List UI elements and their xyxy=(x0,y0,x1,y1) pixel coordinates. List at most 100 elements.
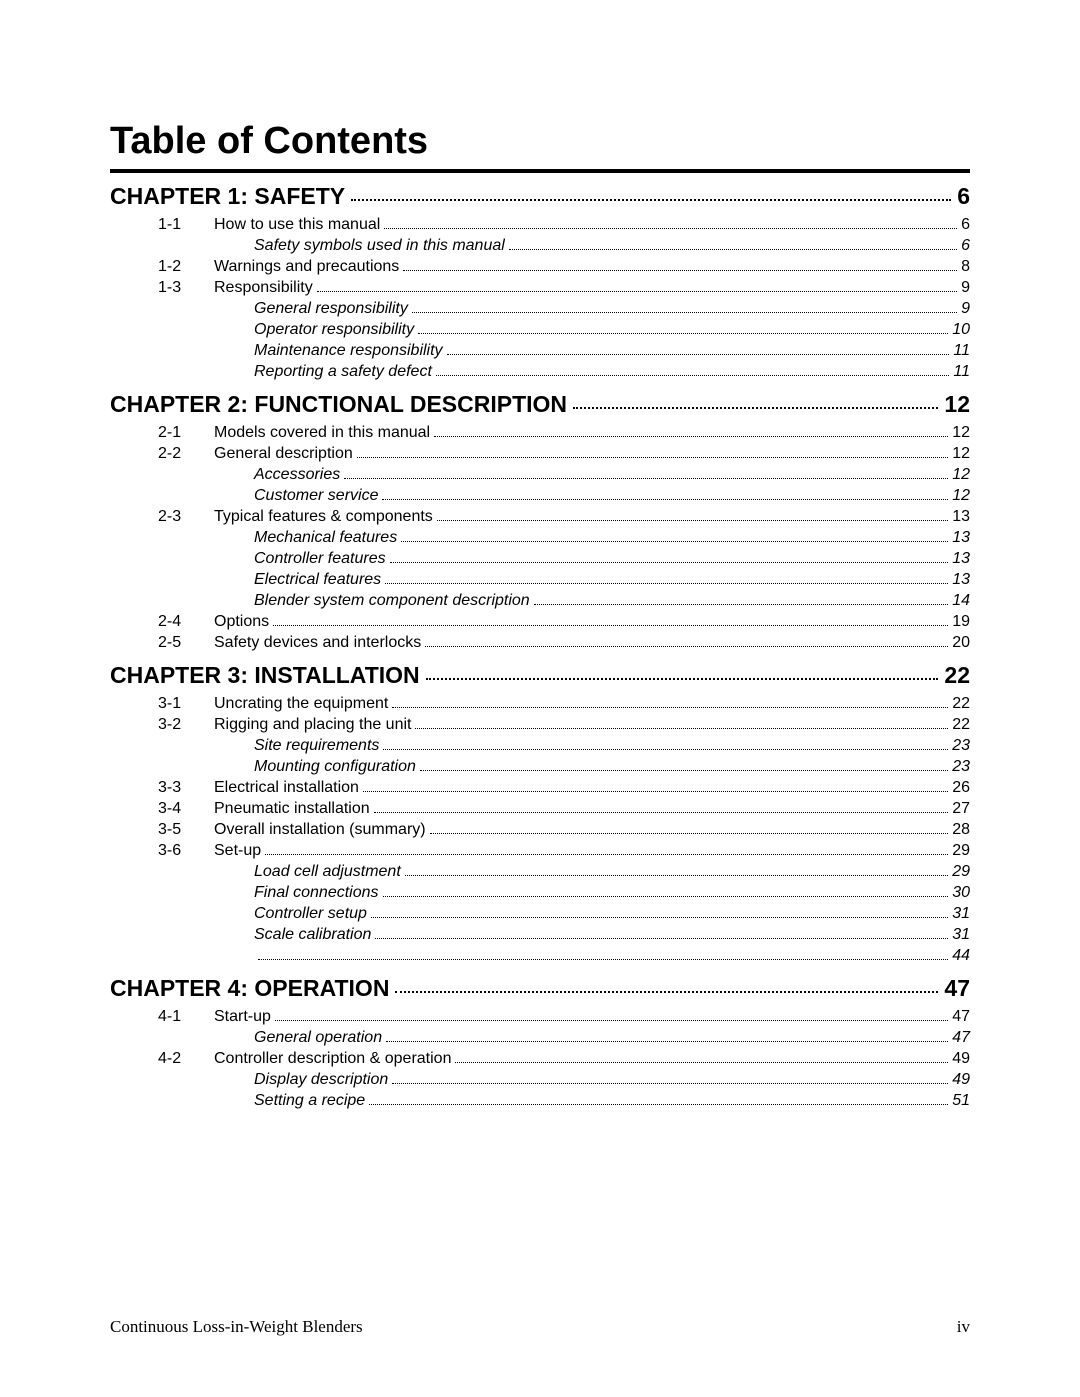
section-number: 1-1 xyxy=(158,216,214,234)
subsection-row: Load cell adjustment 29 xyxy=(110,863,970,881)
section-number: 3-1 xyxy=(158,695,214,713)
entry-page: 44 xyxy=(952,947,970,965)
section-row: 2-4Options 19 xyxy=(110,613,970,631)
entry-page: 51 xyxy=(952,1092,970,1110)
subsection-label: General responsibility xyxy=(254,300,408,318)
entry-page: 29 xyxy=(952,842,970,860)
subsection-row: Blender system component description 14 xyxy=(110,592,970,610)
leader-dots xyxy=(401,540,948,542)
section-row: 2-3Typical features & components 13 xyxy=(110,508,970,526)
subsection-row: Controller setup 31 xyxy=(110,905,970,923)
subsection-row: General responsibility 9 xyxy=(110,300,970,318)
section-number: 3-6 xyxy=(158,842,214,860)
leader-dots xyxy=(418,332,948,334)
subsection-label: Load cell adjustment xyxy=(254,863,401,881)
subsection-label: Controller features xyxy=(254,550,386,568)
leader-dots xyxy=(386,1040,948,1042)
subsection-label: Site requirements xyxy=(254,737,379,755)
chapter-label: CHAPTER 4: OPERATION xyxy=(110,975,389,1002)
entry-page: 12 xyxy=(952,466,970,484)
chapter-page: 22 xyxy=(944,662,970,689)
section-number: 2-3 xyxy=(158,508,214,526)
section-row: 2-1Models covered in this manual 12 xyxy=(110,424,970,442)
subsection-label: Mechanical features xyxy=(254,529,397,547)
leader-dots xyxy=(363,790,948,792)
section-label: Start-up xyxy=(214,1008,271,1026)
entry-page: 12 xyxy=(952,445,970,463)
page: Table of Contents CHAPTER 1: SAFETY 6 1-1… xyxy=(0,0,1080,1397)
subsection-row: Setting a recipe 51 xyxy=(110,1092,970,1110)
subsection-label: Scale calibration xyxy=(254,926,371,944)
section-row: 3-1Uncrating the equipment 22 xyxy=(110,695,970,713)
chapter-label: CHAPTER 1: SAFETY xyxy=(110,183,345,210)
section-number: 3-5 xyxy=(158,821,214,839)
entry-page: 9 xyxy=(961,300,970,318)
leader-dots xyxy=(384,227,957,229)
subsection-row: Scale calibration 31 xyxy=(110,926,970,944)
entry-page: 13 xyxy=(952,571,970,589)
section-number: 3-4 xyxy=(158,800,214,818)
entry-page: 6 xyxy=(961,237,970,255)
entry-page: 30 xyxy=(952,884,970,902)
section-number: 1-3 xyxy=(158,279,214,297)
leader-dots xyxy=(573,406,938,409)
leader-dots xyxy=(369,1103,948,1105)
entry-page: 31 xyxy=(952,926,970,944)
subsection-row: Customer service 12 xyxy=(110,487,970,505)
section-row: 1-2Warnings and precautions 8 xyxy=(110,258,970,276)
entry-page: 49 xyxy=(952,1050,970,1068)
leader-dots xyxy=(383,748,948,750)
section-row: 3-2Rigging and placing the unit 22 xyxy=(110,716,970,734)
chapter-page: 6 xyxy=(957,183,970,210)
subsection-row: 44 xyxy=(110,947,970,965)
leader-dots xyxy=(437,519,948,521)
section-row: 2-5Safety devices and interlocks 20 xyxy=(110,634,970,652)
entry-page: 12 xyxy=(952,487,970,505)
page-footer: Continuous Loss-in-Weight Blenders iv xyxy=(110,1317,970,1337)
leader-dots xyxy=(434,435,948,437)
entry-page: 27 xyxy=(952,800,970,818)
section-number: 3-3 xyxy=(158,779,214,797)
leader-dots xyxy=(430,832,949,834)
subsection-label: Maintenance responsibility xyxy=(254,342,443,360)
subsection-row: Mounting configuration 23 xyxy=(110,758,970,776)
entry-page: 28 xyxy=(952,821,970,839)
subsection-row: Safety symbols used in this manual 6 xyxy=(110,237,970,255)
section-number: 2-5 xyxy=(158,634,214,652)
subsection-label: Setting a recipe xyxy=(254,1092,365,1110)
leader-dots xyxy=(385,582,948,584)
section-label: Electrical installation xyxy=(214,779,359,797)
subsection-row: Mechanical features 13 xyxy=(110,529,970,547)
entry-page: 11 xyxy=(953,342,970,360)
entry-page: 26 xyxy=(952,779,970,797)
leader-dots xyxy=(415,727,948,729)
leader-dots xyxy=(447,353,950,355)
subsection-row: Controller features 13 xyxy=(110,550,970,568)
section-label: Pneumatic installation xyxy=(214,800,370,818)
subsection-row: Electrical features 13 xyxy=(110,571,970,589)
subsection-label: Operator responsibility xyxy=(254,321,414,339)
section-number: 2-1 xyxy=(158,424,214,442)
entry-page: 47 xyxy=(952,1008,970,1026)
page-title: Table of Contents xyxy=(110,120,970,163)
subsection-row: Final connections 30 xyxy=(110,884,970,902)
section-row: 3-4Pneumatic installation 27 xyxy=(110,800,970,818)
entry-page: 11 xyxy=(953,363,970,381)
section-label: Models covered in this manual xyxy=(214,424,430,442)
section-number: 1-2 xyxy=(158,258,214,276)
section-label: Typical features & components xyxy=(214,508,433,526)
leader-dots xyxy=(273,624,948,626)
leader-dots xyxy=(383,895,949,897)
leader-dots xyxy=(392,706,948,708)
section-label: Warnings and precautions xyxy=(214,258,399,276)
entry-page: 6 xyxy=(961,216,970,234)
entry-page: 22 xyxy=(952,716,970,734)
leader-dots xyxy=(357,456,948,458)
entry-page: 29 xyxy=(952,863,970,881)
leader-dots xyxy=(455,1061,948,1063)
leader-dots xyxy=(426,677,939,680)
leader-dots xyxy=(412,311,957,313)
chapter-row: CHAPTER 4: OPERATION 47 xyxy=(110,975,970,1002)
entry-page: 20 xyxy=(952,634,970,652)
section-label: Options xyxy=(214,613,269,631)
